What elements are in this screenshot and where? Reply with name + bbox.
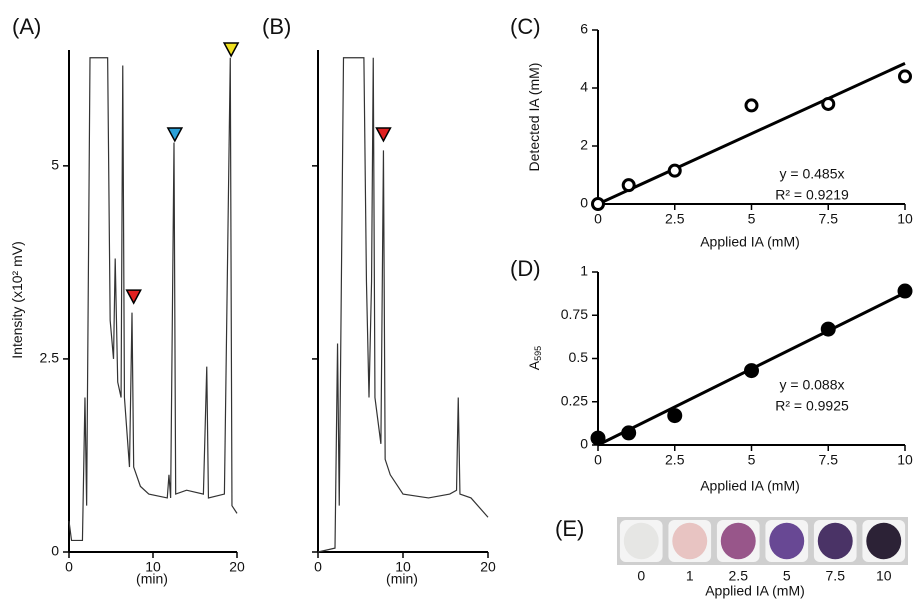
- x-tick-label: 10: [876, 568, 892, 584]
- x-tick-label: 10: [395, 559, 411, 575]
- peak-marker: [166, 127, 184, 143]
- x-tick-label: 10: [897, 452, 913, 468]
- x-tick-label: 0: [314, 559, 322, 575]
- y-tick-label: 6: [580, 21, 588, 37]
- data-point: [590, 430, 606, 446]
- x-tick-label: 10: [897, 211, 913, 227]
- x-tick-label: 20: [480, 559, 496, 575]
- x-tick-label: 7.5: [826, 568, 846, 584]
- data-point: [897, 283, 913, 299]
- x-tick-label: 5: [748, 452, 756, 468]
- y-axis-label: Intensity (x10² mV): [9, 241, 25, 358]
- fit-line: [597, 61, 906, 206]
- data-point: [621, 425, 637, 441]
- x-tick-label: 5: [748, 211, 756, 227]
- data-point: [820, 321, 836, 337]
- annotation: y = 0.088x: [780, 377, 845, 393]
- x-tick-label: 0: [637, 568, 645, 584]
- peak-marker: [375, 127, 392, 143]
- y-tick-label: 5: [51, 157, 59, 173]
- x-tick-label: 20: [229, 559, 245, 575]
- y-axis-label-main: Detected IA (mM): [526, 63, 542, 172]
- chromatogram-line: [317, 57, 489, 553]
- well: [817, 522, 853, 560]
- y-axis-label-sub: 595: [533, 346, 543, 361]
- x-tick-label: 7.5: [819, 452, 839, 468]
- x-axis-label: Applied IA (mM): [700, 478, 800, 494]
- x-tick-label: 1: [686, 568, 694, 584]
- y-tick-label: 0.5: [569, 349, 589, 365]
- y-tick-label: 0.75: [561, 306, 588, 322]
- x-tick-label: 7.5: [819, 211, 839, 227]
- data-point: [744, 98, 759, 113]
- x-axis-label: (min): [386, 571, 418, 587]
- annotation: R² = 0.9925: [775, 398, 849, 414]
- y-tick-label: 0: [580, 195, 588, 211]
- data-point: [591, 197, 605, 211]
- x-tick-label: 10: [145, 559, 161, 575]
- peak-marker: [125, 289, 142, 305]
- well: [769, 522, 805, 560]
- panel-label: (E): [555, 516, 584, 541]
- x-axis-label: Applied IA (mM): [705, 583, 805, 599]
- data-point: [667, 163, 682, 178]
- data-point: [821, 96, 836, 111]
- y-tick-label: 1: [580, 263, 588, 279]
- y-tick-label: 4: [580, 79, 588, 95]
- y-tick-label: 0.25: [561, 392, 588, 408]
- y-axis-label-main: Intensity (x10² mV): [9, 241, 25, 358]
- panel-label: (A): [12, 14, 41, 39]
- data-point: [898, 69, 912, 84]
- x-tick-label: 2.5: [729, 568, 749, 584]
- well: [720, 522, 756, 560]
- x-tick-label: 0: [65, 559, 73, 575]
- panel-label: (D): [510, 256, 541, 281]
- plate: [617, 517, 908, 565]
- y-tick-label: 2: [580, 137, 588, 153]
- x-axis-label: (min): [136, 571, 168, 587]
- y-tick-label: 0: [51, 543, 59, 559]
- x-axis-label: Applied IA (mM): [700, 234, 800, 250]
- well: [623, 522, 659, 560]
- x-tick-label: 5: [783, 568, 791, 584]
- x-tick-label: 2.5: [665, 211, 685, 227]
- y-axis-label: Detected IA (mM): [526, 63, 542, 172]
- annotation: y = 0.485x: [780, 166, 845, 182]
- y-tick-label: 2.5: [40, 350, 60, 366]
- data-point: [667, 408, 683, 424]
- peak-marker: [222, 42, 240, 58]
- panel-label: (C): [510, 14, 541, 39]
- y-axis-label: A595: [526, 346, 544, 370]
- data-point: [744, 363, 759, 379]
- well: [672, 522, 708, 560]
- x-tick-label: 2.5: [665, 452, 685, 468]
- y-tick-label: 0: [580, 436, 588, 452]
- chromatogram-line: [68, 57, 238, 542]
- data-point: [621, 178, 636, 193]
- panel-label: (B): [262, 14, 291, 39]
- y-axis-label-main: A: [526, 360, 542, 370]
- well: [866, 522, 902, 560]
- annotation: R² = 0.9219: [775, 187, 849, 203]
- x-tick-label: 0: [594, 211, 602, 227]
- x-tick-label: 0: [594, 452, 602, 468]
